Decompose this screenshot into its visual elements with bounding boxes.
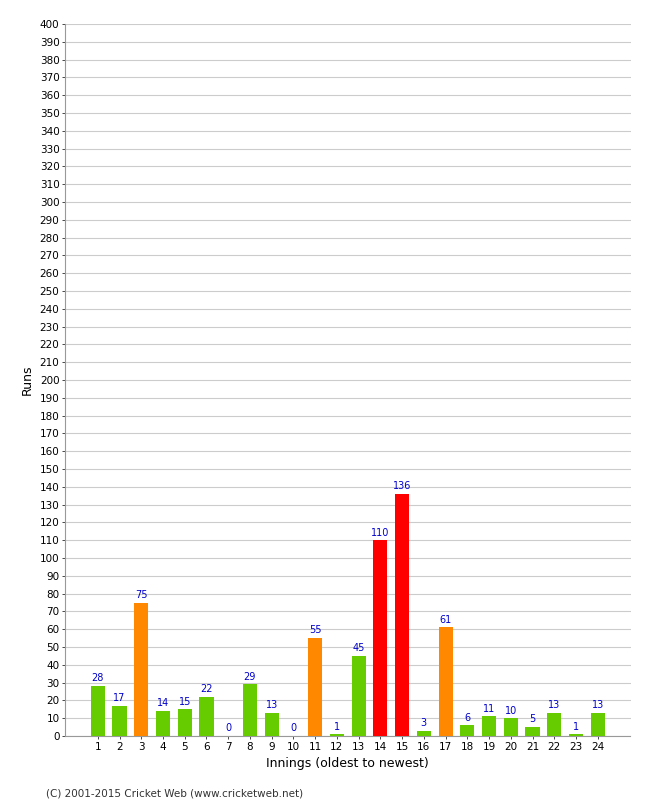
Text: 14: 14 xyxy=(157,698,169,709)
Bar xyxy=(134,602,148,736)
Text: (C) 2001-2015 Cricket Web (www.cricketweb.net): (C) 2001-2015 Cricket Web (www.cricketwe… xyxy=(46,788,303,798)
Bar xyxy=(330,734,344,736)
Text: 13: 13 xyxy=(548,700,560,710)
Bar xyxy=(482,717,496,736)
Bar xyxy=(547,713,562,736)
Bar xyxy=(200,697,213,736)
Text: 29: 29 xyxy=(244,672,256,682)
Text: 136: 136 xyxy=(393,482,411,491)
Text: 5: 5 xyxy=(529,714,536,725)
Text: 0: 0 xyxy=(291,723,296,734)
Text: 1: 1 xyxy=(573,722,579,731)
Text: 13: 13 xyxy=(266,700,278,710)
Text: 6: 6 xyxy=(464,713,471,722)
Bar xyxy=(177,710,192,736)
Y-axis label: Runs: Runs xyxy=(21,365,34,395)
Bar xyxy=(91,686,105,736)
X-axis label: Innings (oldest to newest): Innings (oldest to newest) xyxy=(266,757,429,770)
Text: 15: 15 xyxy=(179,697,191,706)
Text: 22: 22 xyxy=(200,684,213,694)
Bar xyxy=(439,627,452,736)
Text: 75: 75 xyxy=(135,590,148,600)
Text: 1: 1 xyxy=(334,722,340,731)
Bar xyxy=(265,713,279,736)
Bar xyxy=(525,727,540,736)
Text: 110: 110 xyxy=(371,527,389,538)
Text: 11: 11 xyxy=(483,704,495,714)
Text: 3: 3 xyxy=(421,718,427,728)
Text: 0: 0 xyxy=(225,723,231,734)
Bar xyxy=(417,730,431,736)
Bar xyxy=(156,711,170,736)
Text: 55: 55 xyxy=(309,626,321,635)
Bar xyxy=(352,656,366,736)
Bar xyxy=(243,684,257,736)
Bar xyxy=(308,638,322,736)
Bar xyxy=(395,494,409,736)
Text: 10: 10 xyxy=(504,706,517,715)
Bar xyxy=(591,713,604,736)
Bar xyxy=(569,734,583,736)
Bar xyxy=(504,718,518,736)
Text: 17: 17 xyxy=(113,693,125,703)
Text: 45: 45 xyxy=(352,643,365,654)
Text: 28: 28 xyxy=(92,674,104,683)
Bar xyxy=(112,706,127,736)
Bar xyxy=(373,540,387,736)
Bar xyxy=(460,726,474,736)
Text: 13: 13 xyxy=(592,700,604,710)
Text: 61: 61 xyxy=(439,614,452,625)
